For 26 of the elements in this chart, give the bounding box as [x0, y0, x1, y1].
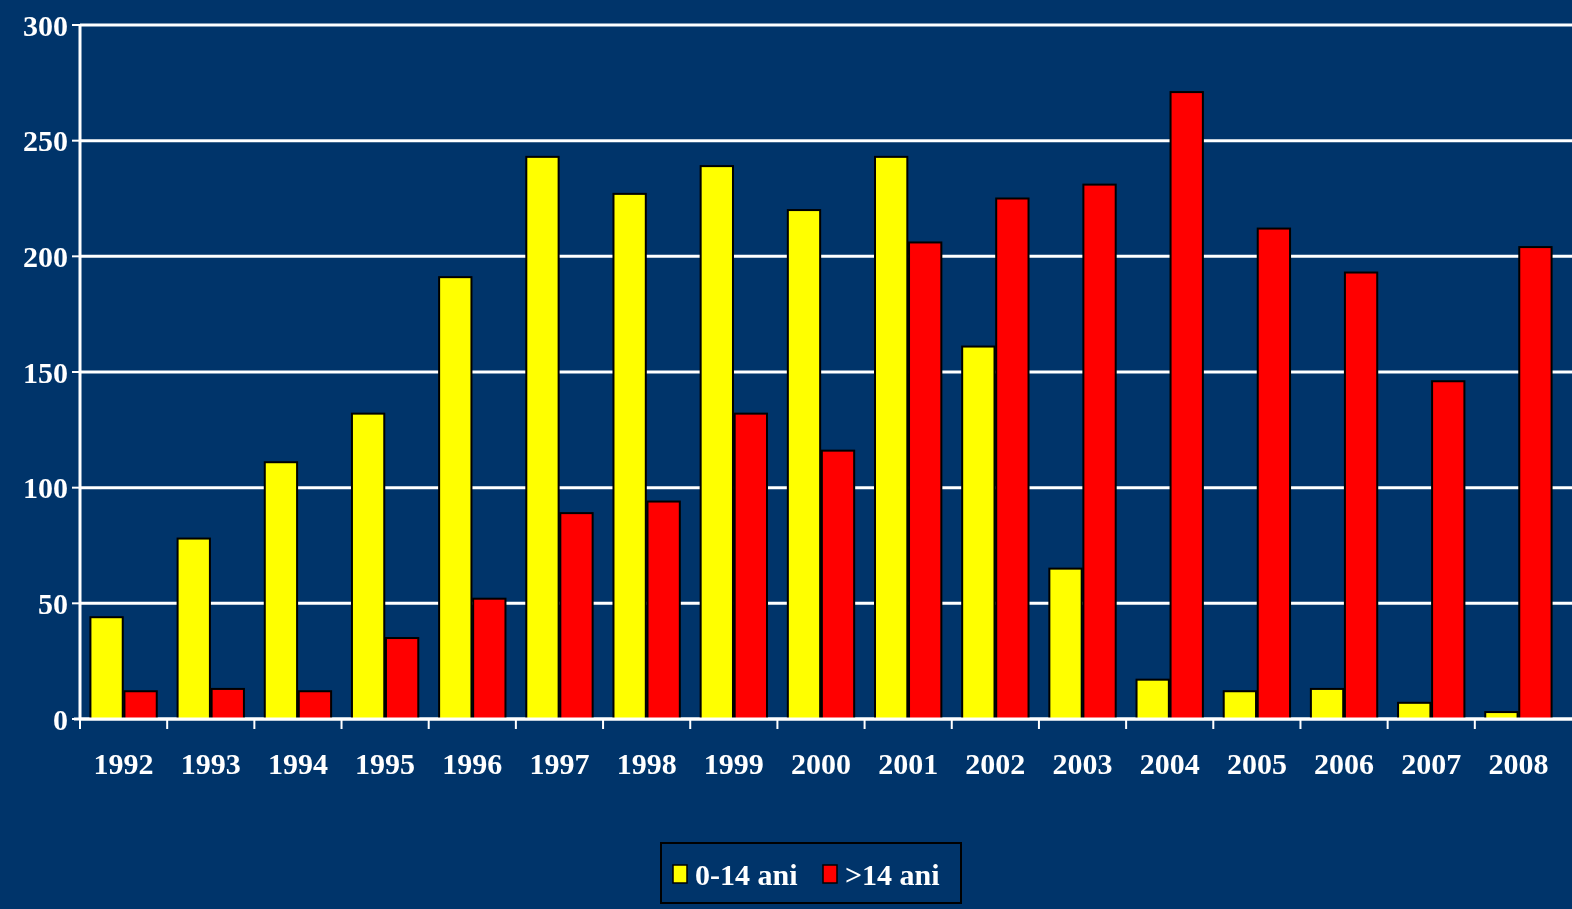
x-tick-label: 1999	[703, 747, 764, 780]
x-tick-label: 1997	[529, 747, 590, 780]
x-tick-label: 2007	[1401, 747, 1462, 780]
x-tick-label: 1998	[616, 747, 677, 780]
y-tick-label: 0	[53, 702, 68, 736]
y-tick-label: 50	[38, 586, 68, 620]
y-tick-label: 100	[23, 471, 68, 505]
x-tick-label: 2008	[1488, 747, 1549, 780]
y-tick-label: 300	[23, 8, 68, 42]
y-tick-label: 200	[23, 239, 68, 273]
x-tick-label: 2006	[1314, 747, 1375, 780]
x-tick-label: 2004	[1139, 747, 1200, 780]
x-tick-label: 1993	[180, 747, 241, 780]
x-tick-label: 2003	[1052, 747, 1113, 780]
y-tick-label: 250	[23, 124, 68, 158]
x-tick-label: 1995	[355, 747, 416, 780]
x-tick-label: 1996	[442, 747, 503, 780]
x-tick-label: 2001	[878, 747, 939, 780]
y-tick-label: 150	[23, 355, 68, 389]
legend-label: 0-14 ani	[695, 858, 798, 891]
x-tick-label: 1992	[93, 747, 154, 780]
x-tick-label: 2000	[791, 747, 851, 780]
x-tick-label: 2005	[1226, 747, 1287, 780]
x-tick-label: 1994	[267, 747, 328, 780]
x-tick-label: 2002	[965, 747, 1026, 780]
legend-label: >14 ani	[845, 858, 940, 891]
